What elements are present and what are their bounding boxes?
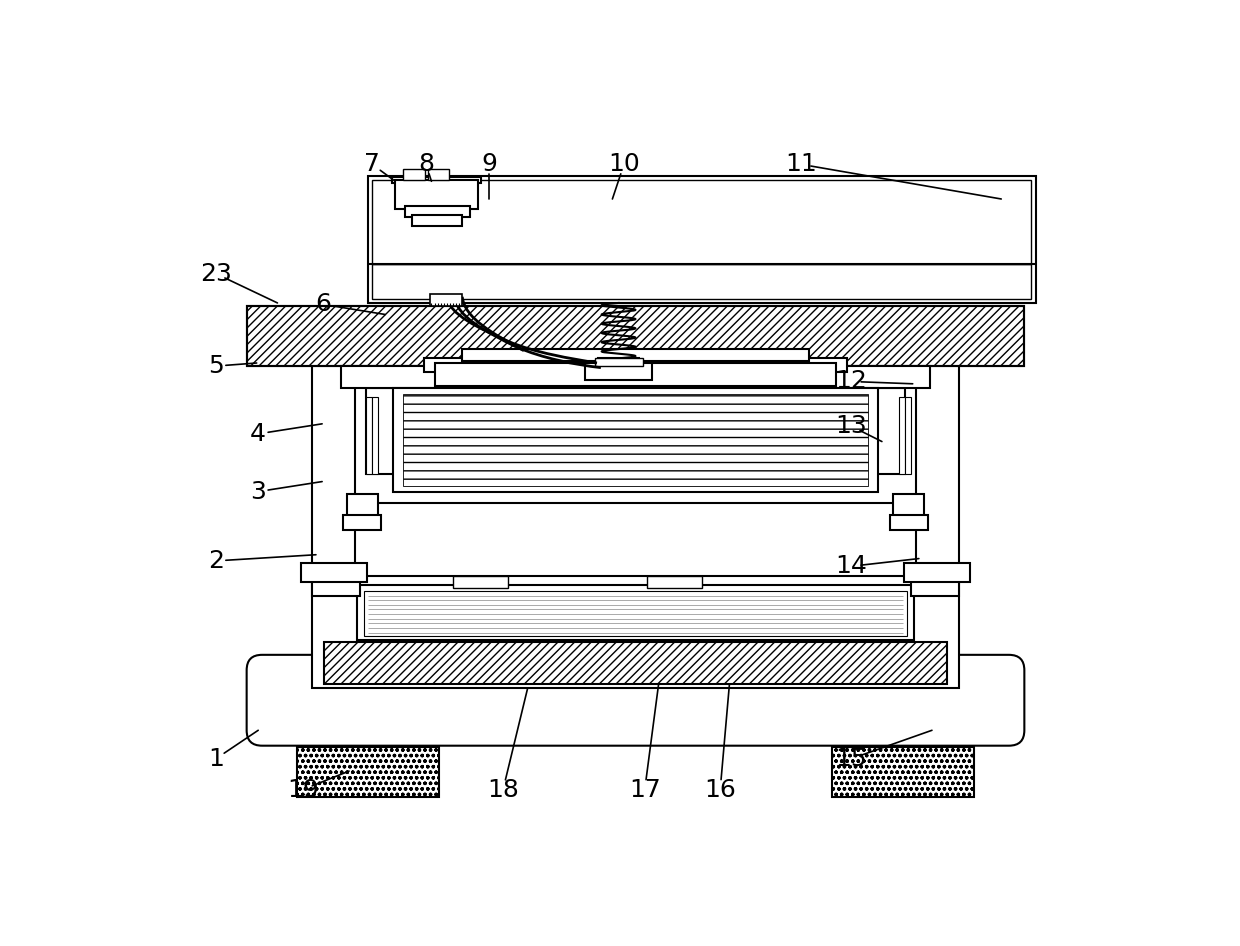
Bar <box>247 306 1024 366</box>
Bar <box>366 397 372 474</box>
Bar <box>367 176 1035 303</box>
Bar <box>403 169 424 180</box>
Text: 19: 19 <box>286 778 319 801</box>
Bar <box>463 349 808 360</box>
Bar <box>404 206 470 217</box>
Bar <box>424 359 847 372</box>
Text: 11: 11 <box>785 152 817 176</box>
Bar <box>435 363 836 386</box>
FancyBboxPatch shape <box>247 655 1024 745</box>
Bar <box>916 357 959 574</box>
Bar <box>247 306 1024 366</box>
Bar <box>357 585 914 640</box>
Bar <box>343 515 382 530</box>
Bar <box>899 397 905 474</box>
Bar <box>647 575 703 587</box>
Bar <box>595 359 644 366</box>
Bar <box>393 388 878 492</box>
Bar <box>312 357 355 574</box>
Bar <box>430 293 463 306</box>
Text: 5: 5 <box>208 354 223 378</box>
Text: 6: 6 <box>316 292 331 317</box>
Bar <box>341 366 930 388</box>
Text: 4: 4 <box>250 422 267 446</box>
Text: 23: 23 <box>200 262 232 286</box>
Bar <box>372 180 1032 265</box>
Bar <box>396 180 479 209</box>
Bar <box>312 576 959 688</box>
Bar <box>372 397 378 474</box>
Text: 2: 2 <box>208 549 224 573</box>
Text: 8: 8 <box>418 152 434 176</box>
Text: 13: 13 <box>836 414 867 438</box>
Bar <box>889 515 928 530</box>
Bar <box>366 388 905 474</box>
Text: 16: 16 <box>704 778 737 801</box>
Bar <box>905 397 911 474</box>
FancyBboxPatch shape <box>249 657 1022 743</box>
Bar <box>911 574 959 596</box>
Text: 1: 1 <box>208 746 223 771</box>
Text: 15: 15 <box>836 746 867 771</box>
Bar <box>324 641 947 684</box>
Text: 10: 10 <box>608 152 640 176</box>
Bar <box>312 574 360 596</box>
Text: 7: 7 <box>365 152 381 176</box>
Bar <box>904 563 971 583</box>
Bar <box>347 494 377 517</box>
Text: 3: 3 <box>250 480 267 503</box>
Text: 18: 18 <box>487 778 520 801</box>
Text: 12: 12 <box>836 370 867 394</box>
Bar <box>365 591 906 636</box>
Bar <box>428 169 449 180</box>
Bar <box>832 747 975 797</box>
Bar <box>412 215 463 226</box>
Text: 14: 14 <box>836 554 867 578</box>
Bar <box>585 363 652 380</box>
Text: 9: 9 <box>481 152 497 176</box>
Bar <box>300 563 367 583</box>
Bar <box>453 575 508 587</box>
Bar <box>327 368 944 503</box>
Bar <box>403 394 868 486</box>
Bar <box>894 494 924 517</box>
Bar <box>296 747 439 797</box>
Bar <box>372 265 1032 299</box>
Bar <box>392 177 481 183</box>
Text: 17: 17 <box>629 778 661 801</box>
